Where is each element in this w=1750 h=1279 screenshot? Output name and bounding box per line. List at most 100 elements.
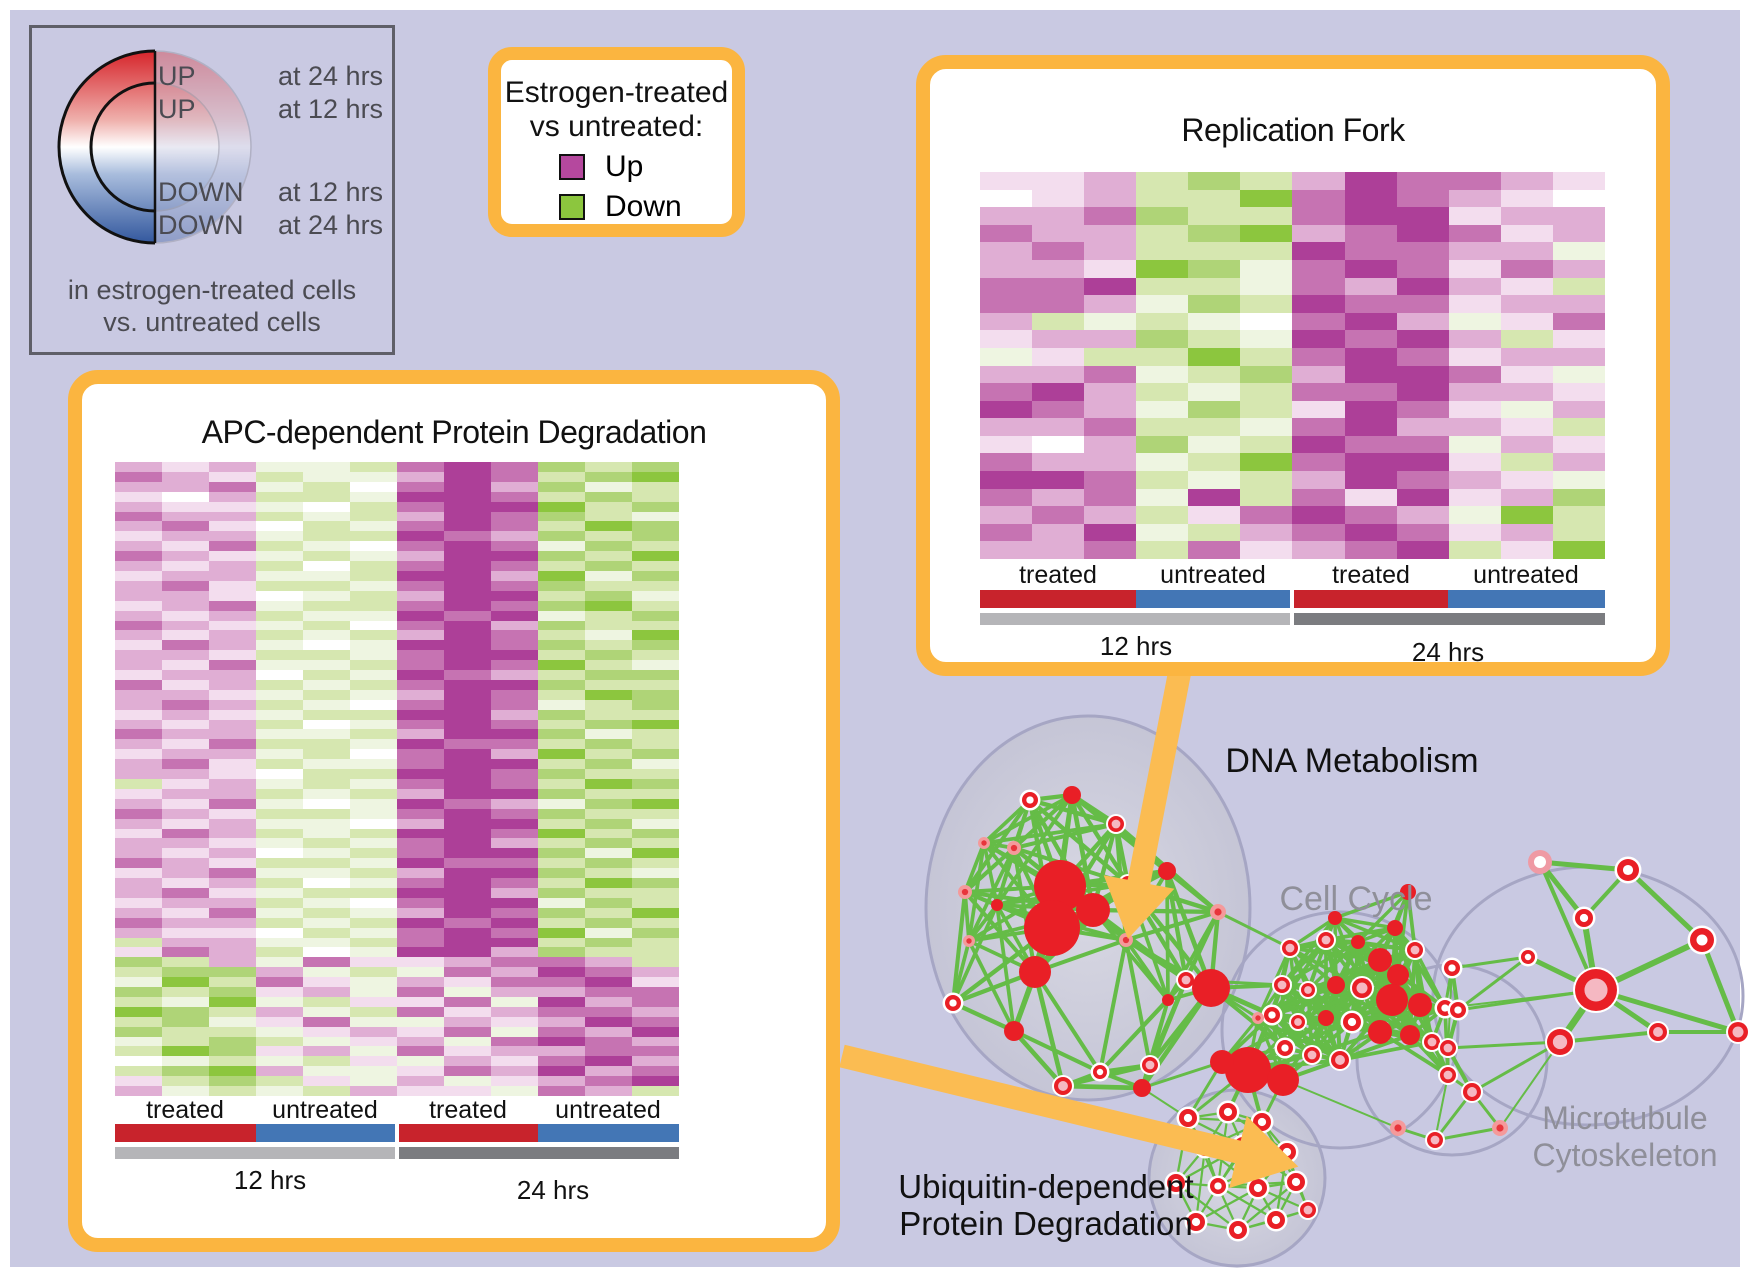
heatmap-cell — [303, 967, 350, 978]
heatmap-cell — [350, 590, 397, 601]
heatmap-cell — [162, 620, 209, 631]
heatmap-cell — [256, 907, 303, 918]
network-node — [1291, 1177, 1301, 1187]
heatmap-cell — [1032, 418, 1085, 436]
heatmap-cell — [1136, 242, 1189, 260]
network-node — [1443, 1043, 1453, 1053]
network-node — [1387, 920, 1403, 936]
network-node — [1524, 953, 1532, 961]
heatmap-cell — [303, 907, 350, 918]
heatmap-cell — [209, 977, 256, 988]
network-node — [1454, 1006, 1462, 1014]
network-edge — [1393, 927, 1422, 1006]
heatmap-cell — [162, 858, 209, 869]
heatmap-cell — [1084, 242, 1137, 260]
heatmap-cell — [632, 957, 679, 968]
heatmap-cell — [115, 749, 162, 760]
heatmap-cell — [397, 878, 444, 888]
heatmap-cell — [585, 927, 632, 938]
heatmap-cell — [303, 670, 350, 680]
heatmap-cell — [585, 481, 632, 492]
heatmap-cell — [538, 878, 585, 888]
heatmap-cell — [538, 640, 585, 651]
heatmap-cell — [444, 580, 491, 591]
heatmap-cell — [538, 650, 585, 661]
heatmap-cell — [538, 1056, 585, 1067]
heatmap-cell — [162, 1076, 209, 1087]
heatmap-cell — [491, 620, 538, 631]
heatmap-cell — [397, 779, 444, 789]
heatmap-cell — [1136, 383, 1189, 401]
heatmap-cell — [538, 541, 585, 552]
heatmap-cell — [538, 689, 585, 700]
heatmap-cell — [585, 858, 632, 869]
heatmap-cell — [538, 679, 585, 690]
heatmap-cell — [585, 808, 632, 819]
network-edge — [1379, 1030, 1449, 1077]
heatmap-cell — [162, 749, 209, 760]
heatmap-cell — [397, 471, 444, 482]
heatmap-cell — [1292, 541, 1345, 559]
heatmap-cell — [632, 1036, 679, 1047]
gradient-legend-box: UP at 24 hrs UP at 12 hrs DOWN at 12 hrs… — [29, 25, 395, 355]
heatmap-cell — [115, 1006, 162, 1017]
heatmap-cell — [1032, 242, 1085, 260]
heatmap-cell — [585, 491, 632, 502]
heatmap-cell — [444, 462, 491, 472]
heatmap-cell — [1240, 435, 1293, 454]
heatmap-cell — [1552, 541, 1605, 559]
network-node — [1019, 956, 1051, 988]
heatmap-cell — [632, 788, 679, 799]
heatmap-cell — [1188, 541, 1241, 559]
heatmap-cell — [209, 1046, 256, 1057]
heatmap-cell — [397, 640, 444, 651]
heatmap-cell — [162, 531, 209, 542]
network-node — [1441, 1004, 1449, 1012]
heatmap-cell — [303, 878, 350, 888]
gradient-legend-circles — [57, 49, 252, 245]
heatmap-cell — [632, 769, 679, 779]
heatmap-cell — [162, 897, 209, 908]
heatmap-cell — [256, 838, 303, 849]
heatmap-cell — [491, 1056, 538, 1067]
heatmap-cell — [397, 650, 444, 661]
heatmap-cell — [303, 729, 350, 740]
heatmap-cell — [303, 580, 350, 591]
rep-treated-bar-24h — [1294, 590, 1448, 608]
heatmap-cell — [1136, 295, 1189, 313]
heatmap-cell — [350, 858, 397, 869]
apc-24h-bar — [399, 1147, 679, 1159]
apc-panel-title: APC-dependent Protein Degradation — [201, 414, 707, 450]
heatmap-cell — [1344, 506, 1397, 524]
heatmap-cell — [444, 630, 491, 641]
heatmap-cell — [444, 818, 491, 829]
heatmap-cell — [538, 600, 585, 611]
heatmap-cell — [585, 838, 632, 849]
network-node — [1191, 1217, 1201, 1227]
heatmap-cell — [1552, 172, 1605, 190]
heatmap-cell — [350, 878, 397, 888]
heatmap-cell — [444, 699, 491, 710]
heatmap-cell — [538, 1026, 585, 1037]
heatmap-cell — [1448, 435, 1501, 454]
heatmap-cell — [491, 818, 538, 829]
heatmap-cell — [1292, 330, 1345, 348]
heatmap-cell — [1240, 172, 1293, 190]
apc-group-label-2: untreated — [272, 1096, 378, 1124]
network-edge — [1457, 955, 1529, 1012]
heatmap-cell — [115, 788, 162, 799]
heatmap-cell — [162, 868, 209, 879]
heatmap-cell — [397, 670, 444, 680]
network-edge — [983, 822, 1117, 845]
apc-group-label-3: treated — [429, 1096, 507, 1124]
network-node — [1122, 936, 1130, 944]
heatmap-cell — [115, 561, 162, 571]
heatmap-cell — [115, 699, 162, 710]
heatmap-cell — [256, 967, 303, 978]
heatmap-cell — [1552, 488, 1605, 507]
heatmap-cell — [632, 818, 679, 829]
heatmap-cell — [1292, 347, 1345, 366]
heatmap-cell — [1396, 224, 1449, 243]
network-node — [1253, 1183, 1263, 1193]
heatmap-cell — [1344, 365, 1397, 384]
